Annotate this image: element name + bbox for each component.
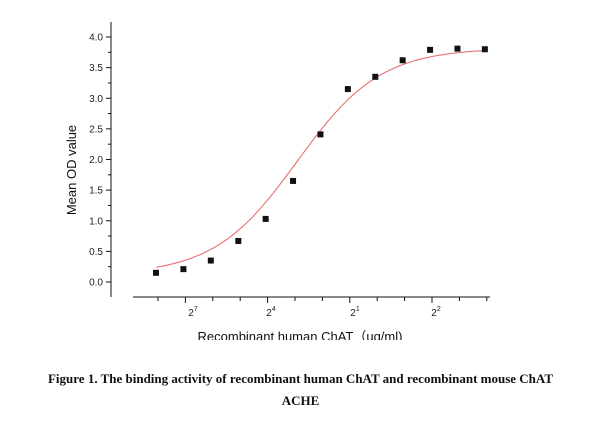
data-point xyxy=(481,46,488,53)
data-point xyxy=(344,86,351,93)
fit-curve xyxy=(155,49,485,268)
y-tick-label: 4.0 xyxy=(89,33,103,44)
y-tick-label: 0.5 xyxy=(89,247,103,258)
x-tick-label: 27 xyxy=(188,306,198,319)
y-tick-label: 0.0 xyxy=(89,278,103,289)
data-point xyxy=(317,131,324,138)
data-point xyxy=(262,215,269,222)
data-point xyxy=(427,46,434,53)
caption-line-1: Figure 1. The binding activity of recomb… xyxy=(47,371,554,386)
data-point xyxy=(235,237,242,244)
x-axis-title: Recombinant human ChAT（ug/ml) xyxy=(198,329,403,340)
y-tick-label: 3.5 xyxy=(89,63,103,74)
y-axis-title: Mean OD value xyxy=(64,125,79,215)
data-point xyxy=(399,57,406,64)
x-tick-label: 21 xyxy=(350,306,360,319)
x-axis: 27 24 21 22 xyxy=(133,296,490,319)
x-tick-label: 22 xyxy=(431,306,441,319)
y-tick-label: 2.0 xyxy=(89,155,103,166)
caption-line-2: ACHE xyxy=(281,393,320,408)
data-point xyxy=(153,269,159,276)
x-tick-label: 24 xyxy=(266,306,276,319)
y-tick-label: 1.5 xyxy=(89,186,103,197)
y-axis: 0.0 0.5 1.0 1.5 2.0 2.5 3.0 3.5 4.0 xyxy=(89,22,112,297)
data-point xyxy=(290,177,297,184)
data-points xyxy=(153,45,488,276)
figure-caption: Figure 1. The binding activity of recomb… xyxy=(0,368,601,412)
binding-activity-chart: 0.0 0.5 1.0 1.5 2.0 2.5 3.0 3.5 4.0 27 24 21 22 Mea… xyxy=(64,22,490,340)
data-point xyxy=(207,257,214,264)
data-point xyxy=(454,45,461,52)
y-tick-label: 2.5 xyxy=(89,124,103,135)
data-point xyxy=(372,73,379,80)
y-tick-label: 3.0 xyxy=(89,94,103,105)
data-point xyxy=(180,266,187,273)
y-tick-label: 1.0 xyxy=(89,216,103,227)
